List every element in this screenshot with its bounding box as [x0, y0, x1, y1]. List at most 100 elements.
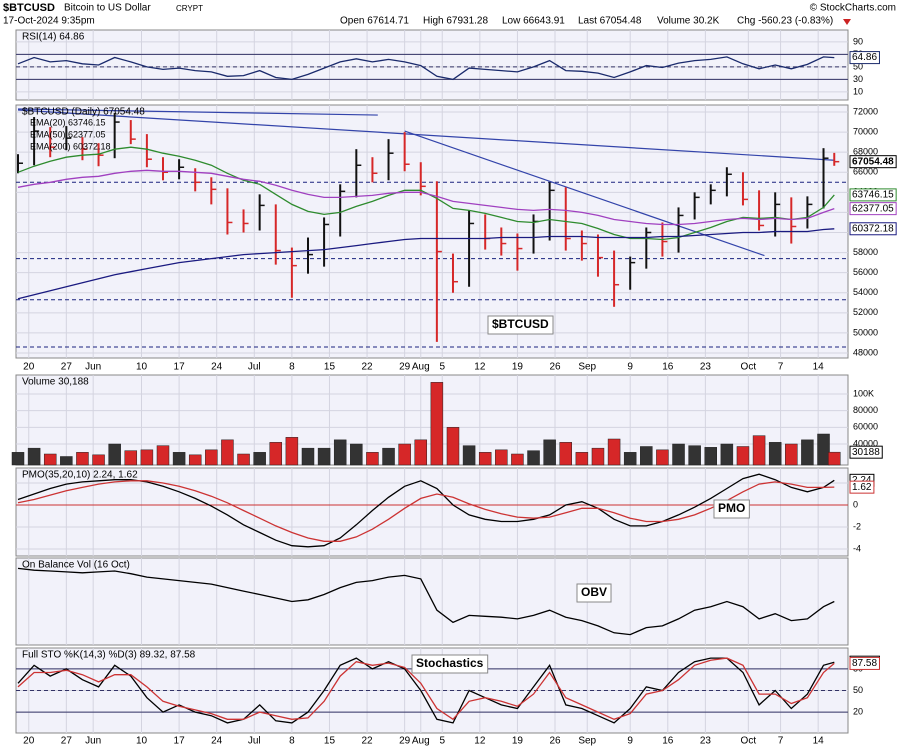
x-tick-label: Oct [741, 736, 757, 747]
annotation-box [487, 315, 554, 335]
x-tick-label: Sep [578, 736, 596, 747]
last-value-tag-box [849, 188, 897, 202]
volume-bar [575, 452, 589, 466]
quote-last: Last 67054.48 [578, 16, 642, 27]
x-tick-label: 17 [174, 736, 186, 747]
volume-bar [382, 447, 395, 466]
x-tick-label: 12 [474, 362, 486, 373]
quote-high: High 67931.28 [423, 16, 488, 27]
y-tick-label: 80000 [853, 405, 878, 415]
volume-bar [688, 445, 701, 466]
x-tick-label: 9 [627, 736, 633, 747]
last-value-tag: 63746.15 [852, 190, 894, 201]
last-value-tag: 30188 [852, 447, 880, 458]
volume-bar [559, 442, 573, 466]
y-tick-label: 70000 [853, 126, 878, 136]
x-tick-label: Aug [412, 736, 430, 747]
x-tick-label: 8 [289, 736, 295, 747]
volume-bar [43, 453, 57, 466]
y-tick-label: -2 [853, 521, 861, 531]
volume-bar [543, 439, 556, 466]
volume-bar [366, 452, 379, 466]
y-tick-label: 48000 [853, 347, 878, 357]
y-tick-label: 60000 [853, 422, 878, 432]
y-tick-label: 90 [853, 36, 863, 46]
volume-bar [704, 447, 717, 466]
x-tick-label: Aug [412, 362, 430, 373]
down-arrow [843, 19, 851, 25]
volume-bar [269, 442, 283, 466]
last-value-tag-box [849, 480, 875, 494]
x-tick-label: 12 [474, 736, 486, 747]
y-tick-label: 0 [853, 499, 858, 509]
annotation: OBV [581, 585, 607, 599]
x-tick-label: 17 [174, 362, 186, 373]
trendline [17, 108, 378, 116]
x-tick-label: 29 [399, 362, 411, 373]
x-tick-label: 15 [324, 362, 336, 373]
x-tick-label: 20 [23, 736, 35, 747]
x-tick-label: 23 [700, 362, 712, 373]
quote-low: Low 66643.91 [502, 16, 565, 27]
volume-bar [623, 452, 637, 466]
trendline [17, 109, 835, 161]
last-value-tag-box [849, 656, 880, 670]
exchange: CRYPT [176, 4, 203, 13]
quote-open: Open 67614.71 [340, 16, 409, 27]
x-tick-label: 23 [700, 736, 712, 747]
legend-entry: EMA(50) 62377.05 [30, 129, 106, 139]
y-tick-label: 72000 [853, 106, 878, 116]
volume-bar [188, 454, 202, 466]
x-tick-label: 16 [662, 736, 674, 747]
volume-bar [672, 443, 685, 466]
x-tick-label: 9 [627, 362, 633, 373]
volume-bar [591, 447, 605, 466]
panel-title: RSI(14) 64.86 [22, 32, 85, 43]
x-tick-label: 22 [361, 736, 373, 747]
volume-bar [495, 449, 508, 466]
volume-bar [205, 449, 218, 466]
volume-bar [301, 447, 315, 466]
y-tick-label: 30 [853, 74, 863, 84]
x-tick-label: 7 [778, 736, 784, 747]
volume-bar [752, 435, 766, 466]
x-tick-label: 27 [61, 736, 73, 747]
x-tick-label: 26 [549, 362, 561, 373]
volume-bar [817, 433, 830, 466]
y-tick-label: 50 [853, 685, 863, 695]
y-tick-label: 68000 [853, 147, 878, 157]
series-line [17, 228, 835, 300]
volume-bar [768, 442, 782, 466]
panel [15, 104, 849, 359]
volume-bar [76, 452, 89, 466]
y-tick-label: 100K [853, 388, 874, 398]
annotation: $BTCUSD [492, 317, 549, 331]
x-tick-label: 8 [289, 362, 295, 373]
y-tick-label: 54000 [853, 287, 878, 297]
volume-bar [60, 456, 73, 466]
volume-bar [140, 449, 154, 466]
y-tick-label: 50000 [853, 327, 878, 337]
volume-bar [221, 439, 234, 466]
x-tick-label: Jun [85, 736, 101, 747]
series-line [17, 657, 835, 724]
volume-bar [156, 445, 170, 466]
volume-bar [785, 443, 798, 466]
last-value-tag: 1.62 [852, 482, 872, 493]
volume-bar [237, 453, 250, 466]
last-value-tag: 62377.05 [852, 203, 894, 214]
last-price-tag: 67054.48 [852, 156, 894, 167]
panel-title: Volume 30,188 [22, 377, 89, 388]
quote-change: Chg -560.23 (-0.83%) [737, 16, 833, 27]
quote-volume: Volume 30.2K [657, 16, 720, 27]
x-tick-label: Jun [85, 362, 101, 373]
volume-bar [446, 427, 460, 466]
x-tick-label: Jul [248, 362, 261, 373]
x-tick-label: 15 [324, 736, 336, 747]
y-tick-label: -4 [853, 543, 861, 553]
volume-bar [720, 443, 734, 466]
x-tick-label: 7 [778, 362, 784, 373]
series-line [17, 169, 835, 226]
last-price-tag-box [849, 155, 897, 169]
